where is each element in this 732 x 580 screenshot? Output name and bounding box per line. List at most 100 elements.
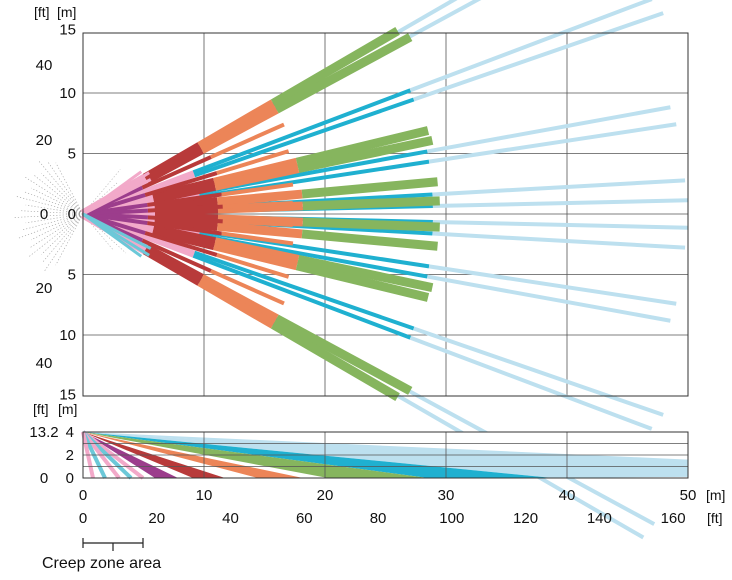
creep-dot-ray [15, 195, 84, 215]
beam-mid [144, 171, 218, 197]
beam-green [199, 105, 279, 154]
beam-green [199, 274, 279, 323]
creep-dot-ray [37, 160, 84, 215]
creep-dot-ray [30, 213, 84, 241]
x-axis-ft-label: 60 [296, 510, 313, 527]
beam-mid [210, 269, 285, 306]
beam-green [274, 33, 413, 114]
top-view-m-unit: [m] [57, 4, 76, 20]
x-axis-ft-label: 120 [513, 510, 538, 527]
x-axis-ft-label: 160 [661, 510, 686, 527]
side-view-m-tick-label: 0 [66, 470, 74, 487]
top-view-m-tick-label: 5 [68, 146, 76, 163]
x-axis-m-label: 40 [559, 487, 576, 504]
beam-mid [144, 231, 218, 257]
beam-far-light-blue [193, 97, 415, 178]
creep-dot-ray [41, 213, 84, 255]
beam-mid [221, 182, 294, 197]
x-axis-m-label: 10 [196, 487, 213, 504]
top-view-m-tick-label: 5 [68, 267, 76, 284]
top-view-m-ticks: 15 10 5 0 5 10 15 [59, 22, 76, 404]
beam-far-light-blue [428, 264, 677, 306]
x-axis-ft-label: 100 [439, 510, 464, 527]
beam-far-light-blue [432, 231, 686, 250]
beam-green [217, 214, 304, 227]
x-axis-ft-label: 40 [222, 510, 239, 527]
beam-green [302, 196, 440, 211]
top-view-beams [80, 0, 688, 540]
top-view-m-tick-label: 15 [59, 22, 76, 39]
x-axis-m-label: 0 [79, 487, 87, 504]
creep-dot-ray [25, 204, 84, 215]
creep-dot-ray [31, 187, 84, 215]
beam-mid [147, 192, 222, 207]
creep-dot-ray [41, 173, 84, 215]
beam-far-light-blue [193, 250, 415, 331]
top-view-border [82, 32, 689, 397]
beam-mid [141, 238, 212, 273]
creep-dot-ray [47, 160, 84, 215]
creep-dot-ray [27, 213, 84, 258]
beam-green [297, 135, 434, 174]
beam-near [82, 178, 152, 216]
top-view-ft-unit: [ft] [34, 4, 50, 20]
beam-far-light-blue [389, 0, 482, 49]
beam-green [217, 221, 303, 239]
beam-green [213, 241, 298, 271]
beam-green [217, 189, 303, 207]
beam-green [270, 320, 400, 401]
x-axis-ft-unit: [ft] [707, 510, 723, 526]
creep-dot-ray [19, 210, 84, 215]
beam-near [82, 212, 143, 258]
top-view-ft-tick-label: 40 [36, 57, 53, 74]
beam-far-light-blue [409, 0, 653, 93]
top-view-ft-ticks: 40 20 0 20 40 [36, 57, 53, 372]
x-axis-ft-labels: 0 20 40 60 80 100 120 140 160 [79, 510, 686, 527]
beam-green [270, 27, 400, 108]
creep-zone-bracket [82, 538, 144, 551]
beam-far-light-blue [427, 105, 671, 154]
beam-green [154, 216, 218, 231]
beam-green [301, 177, 438, 199]
top-view-m-tick-label: 0 [68, 206, 76, 223]
beam-green [142, 246, 202, 286]
beam-far-light-blue [385, 0, 458, 41]
beam-green [144, 145, 204, 184]
creep-dot-ray [55, 213, 84, 266]
beam-far-light-blue [409, 335, 653, 431]
top-view-m-tick-label: 15 [59, 387, 76, 404]
creep-dot-ray [21, 213, 84, 231]
beam-green [197, 99, 276, 150]
creep-dot-ray [28, 213, 84, 249]
side-view-border [82, 431, 689, 479]
beam-green [197, 278, 276, 329]
creep-dot-ray [17, 213, 84, 239]
creep-dot-ray [55, 162, 84, 215]
side-view-m-tick-label: 2 [66, 447, 74, 464]
creep-zone-label: Creep zone area [42, 555, 161, 572]
creep-dot-ray [25, 213, 84, 224]
x-axis-m-unit: [m] [706, 487, 725, 503]
beam-mid [221, 231, 294, 246]
side-view-grid [82, 431, 689, 479]
beam-mid [141, 155, 212, 190]
x-axis-m-labels: 0 10 20 30 40 50 [79, 487, 697, 504]
beam-far-light-blue [432, 178, 686, 197]
top-view-ft-tick-label: 40 [36, 355, 53, 372]
beam-green [274, 314, 413, 395]
creep-dot-ray [32, 174, 84, 215]
beam-green [302, 217, 440, 232]
beam-far-light-blue [432, 198, 688, 209]
x-axis-ft-label: 0 [79, 510, 87, 527]
beam-far-light-blue [428, 122, 677, 164]
beam-mid [222, 201, 293, 209]
beam-mid [210, 122, 285, 159]
creep-dot-ray [43, 213, 84, 273]
beam-far-light-blue [432, 219, 688, 230]
beam-far-light-blue [192, 253, 412, 340]
beam-green [151, 226, 216, 251]
side-view-ft-tick-label: 0 [40, 470, 48, 487]
beam-mid [216, 253, 290, 279]
